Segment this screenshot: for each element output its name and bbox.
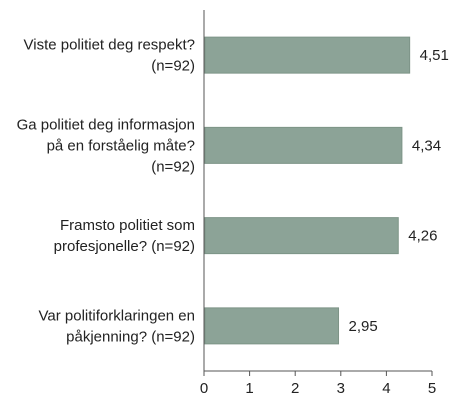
x-tick-label-3: 3 xyxy=(337,380,345,397)
data-label-1: 4,51 xyxy=(420,47,449,64)
category-label-1-line-2: (n=92) xyxy=(151,58,195,75)
x-tick-label-4: 4 xyxy=(382,380,390,397)
bar-3 xyxy=(204,217,399,255)
bar-4 xyxy=(204,307,340,345)
category-label-2-line-3: (n=92) xyxy=(151,158,195,175)
data-label-2: 4,34 xyxy=(412,137,441,154)
category-label-2-line-2: på en forståelig måte? xyxy=(47,137,195,154)
category-label-3-line-1: Framsto politiet som xyxy=(60,217,195,234)
category-label-3-line-2: profesjonelle? (n=92) xyxy=(54,238,195,255)
x-tick-label-1: 1 xyxy=(245,380,253,397)
data-label-4: 2,95 xyxy=(349,318,378,335)
category-label-4-line-2: påkjenning? (n=92) xyxy=(66,328,195,345)
x-tick-label-0: 0 xyxy=(200,380,208,397)
data-label-3: 4,26 xyxy=(408,228,437,245)
bar-1 xyxy=(204,36,411,74)
x-tick-label-5: 5 xyxy=(428,380,436,397)
x-tick-label-2: 2 xyxy=(291,380,299,397)
category-label-1-line-1: Viste politiet deg respekt? xyxy=(24,37,196,54)
category-label-2-line-1: Ga politiet deg informasjon xyxy=(17,116,195,133)
bar-2 xyxy=(204,126,403,164)
category-label-4-line-1: Var politiforklaringen en xyxy=(39,307,195,324)
